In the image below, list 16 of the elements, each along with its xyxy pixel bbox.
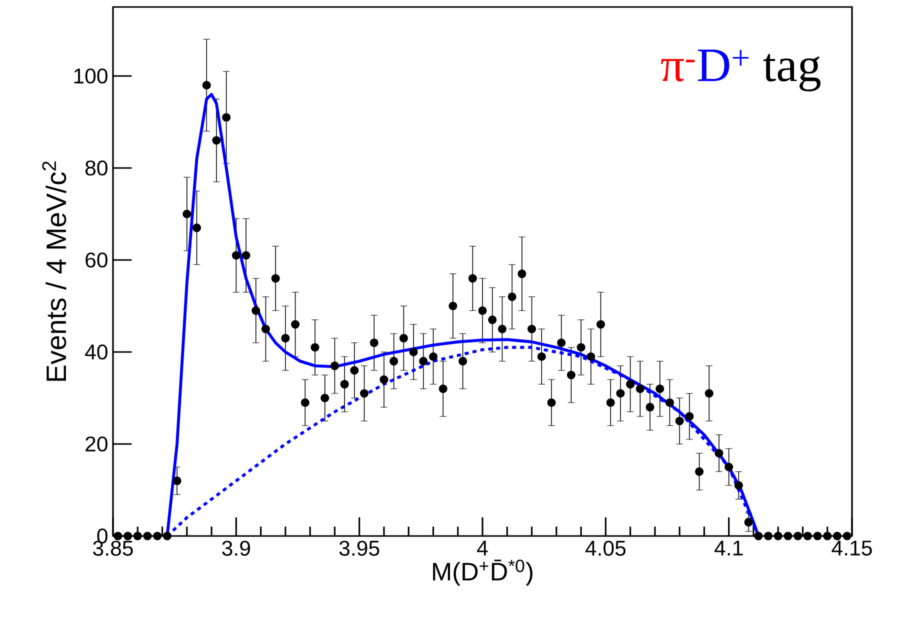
y-axis-title: Events / 4 MeV/c$^{2}$ — [42, 162, 66, 381]
x-tick-label: 4 — [477, 540, 488, 556]
x-tick-label: 4.05 — [585, 540, 626, 556]
x-tick-label: 4.15 — [832, 540, 872, 556]
y-tick-label: 100 — [74, 68, 108, 84]
y-tick-label: 20 — [86, 436, 108, 452]
x-tick-label: 3.95 — [339, 540, 380, 556]
annotation: π$^{-}$ — [661, 58, 695, 82]
y-tick-label: 80 — [85, 160, 108, 176]
x-tick-label: 3.9 — [222, 540, 250, 556]
annotation: tag — [763, 54, 821, 92]
x-tick-label: 4.1 — [714, 540, 743, 556]
annotation: D$^{+}$ — [698, 50, 748, 82]
y-tick-label: 60 — [86, 252, 108, 268]
x-axis-title: M(D$^{+}$D̄$^{*0}$) — [433, 560, 532, 586]
y-tick-label: 40 — [85, 344, 108, 360]
